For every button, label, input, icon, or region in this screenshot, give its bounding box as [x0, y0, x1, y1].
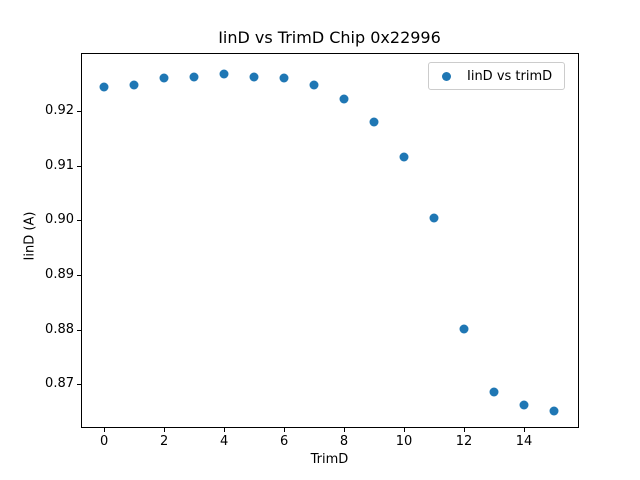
y-tick-mark	[77, 275, 81, 276]
scatter-point	[159, 73, 169, 83]
x-tick-mark	[404, 427, 405, 432]
x-tick-label: 4	[219, 433, 229, 449]
scatter-point	[99, 82, 109, 92]
x-tick-mark	[464, 427, 465, 432]
y-tick-label: 0.91	[45, 157, 74, 173]
y-tick-mark	[77, 329, 81, 331]
x-tick-label: 14	[515, 433, 533, 449]
scatter-point	[129, 80, 139, 90]
y-tick-mark	[77, 220, 81, 222]
scatter-point	[519, 400, 529, 410]
x-tick-mark	[224, 427, 226, 432]
chart-title: IinD vs TrimD Chip 0x22996	[218, 28, 441, 47]
x-tick-label: 10	[395, 433, 413, 449]
x-axis-label: TrimD	[310, 452, 349, 467]
y-tick-label: 0.92	[45, 102, 74, 118]
y-tick-mark	[77, 165, 81, 167]
x-tick-label: 8	[339, 433, 349, 449]
y-tick-label: 0.90	[45, 212, 74, 228]
x-tick-label: 0	[99, 433, 109, 449]
x-tick-label: 6	[279, 433, 289, 449]
x-tick-mark	[104, 427, 106, 432]
scatter-point	[489, 387, 499, 396]
legend-label: IinD vs trimD	[467, 68, 553, 84]
x-tick-mark	[524, 427, 525, 432]
plot-area	[81, 53, 579, 428]
y-tick-mark	[77, 384, 81, 386]
scatter-point	[219, 69, 229, 79]
x-tick-label: 2	[159, 433, 169, 449]
x-tick-mark	[284, 427, 286, 432]
scatter-point	[369, 117, 379, 127]
scatter-point	[249, 72, 259, 82]
scatter-point	[279, 73, 289, 83]
scatter-point	[549, 406, 559, 416]
legend-marker-dot	[442, 71, 451, 81]
y-tick-mark	[77, 110, 81, 112]
y-tick-label: 0.87	[45, 376, 74, 392]
legend: IinD vs trimD	[428, 62, 565, 90]
y-tick-label: 0.89	[45, 267, 74, 282]
scatter-point	[399, 152, 409, 162]
scatter-point	[189, 72, 199, 81]
x-tick-mark	[344, 427, 345, 432]
scatter-point	[339, 94, 349, 104]
scatter-point	[459, 324, 469, 334]
y-tick-label: 0.88	[45, 321, 74, 337]
x-tick-mark	[164, 427, 166, 432]
scatter-point	[429, 213, 439, 223]
scatter-point	[309, 80, 319, 90]
x-tick-label: 12	[455, 433, 473, 449]
